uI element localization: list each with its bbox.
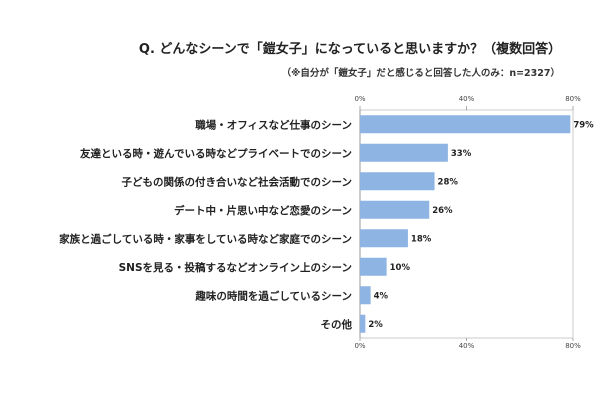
value-label: 26% — [432, 206, 453, 216]
category-label: 友達といる時・遊んでいる時などプライベートでのシーン — [79, 147, 352, 160]
bar — [360, 200, 430, 219]
chart-title: Q. どんなシーンで「鎧女子」になっていると思いますか？（複数回答） — [138, 42, 562, 57]
category-label: 職場・オフィスなど仕事のシーン — [195, 118, 352, 131]
bar — [360, 115, 571, 134]
bar — [360, 286, 371, 305]
value-label: 28% — [438, 177, 459, 187]
value-label: 4% — [374, 291, 389, 301]
bottom-tick-label: 80% — [565, 342, 581, 350]
top-tick-label: 40% — [459, 95, 475, 103]
category-label: デート中・片思い中など恋愛のシーン — [174, 204, 352, 217]
top-tick-label: 0% — [354, 95, 365, 103]
bar — [360, 257, 387, 276]
value-label: 2% — [368, 320, 383, 330]
top-tick-label: 80% — [565, 95, 581, 103]
category-label: SNSを見る・投稿するなどオンライン上のシーン — [119, 261, 352, 274]
category-label: 子どもの関係の付き合いなど社会活動でのシーン — [122, 175, 352, 188]
bottom-tick-label: 40% — [459, 342, 475, 350]
category-label: 趣味の時間を過ごしているシーン — [194, 289, 352, 302]
bar — [360, 143, 448, 162]
chart-subtitle: （※自分が「鎧女子」だと感じると回答した人のみ：n=2327） — [281, 68, 560, 79]
value-label: 10% — [390, 263, 411, 273]
category-label: 家族と過ごしている時・家事をしている時など家庭でのシーン — [59, 232, 352, 245]
bottom-tick-label: 0% — [354, 342, 365, 350]
bar — [360, 172, 435, 191]
value-label: 33% — [451, 149, 472, 159]
value-label: 18% — [411, 234, 432, 244]
bar — [360, 314, 366, 333]
bar — [360, 229, 408, 248]
category-label: その他 — [321, 318, 353, 331]
value-label: 79% — [573, 120, 594, 130]
